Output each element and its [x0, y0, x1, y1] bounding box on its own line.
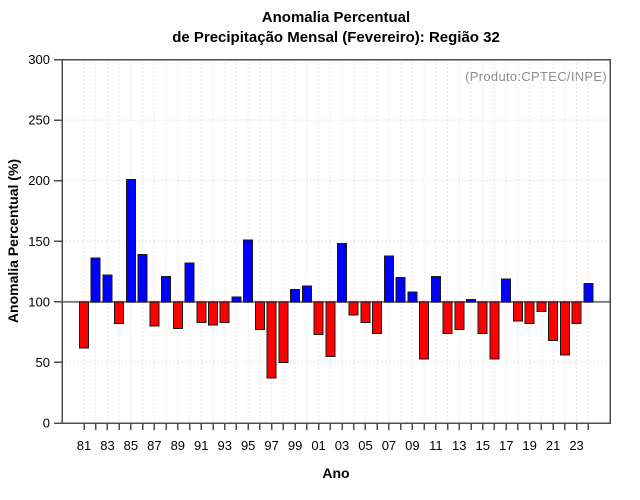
bar-07 [383, 255, 394, 303]
bar-99 [290, 289, 301, 303]
y-tick-label: 150 [28, 234, 50, 249]
plot-box [61, 58, 611, 424]
bar-18 [512, 301, 523, 322]
x-tick-label: 03 [335, 438, 349, 453]
bar-91 [196, 301, 207, 323]
bar-95 [243, 239, 254, 303]
chart-title-line-1: Anomalia Percentual [261, 9, 411, 26]
bar-06 [372, 301, 383, 334]
chart-title-line-2: de Precipitação Mensal (Fevereiro): Regi… [172, 29, 500, 46]
x-tick-label: 15 [476, 438, 490, 453]
bar-92 [208, 301, 219, 326]
bar-84 [114, 301, 125, 325]
bar-98 [278, 301, 289, 363]
bar-87 [149, 301, 160, 327]
bar-02 [325, 301, 336, 357]
x-tick-label: 97 [264, 438, 278, 453]
bar-00 [301, 285, 312, 303]
x-tick-label: 83 [100, 438, 114, 453]
x-tick-label: 89 [171, 438, 185, 453]
x-tick-label: 95 [241, 438, 255, 453]
y-tick-label: 300 [28, 52, 50, 67]
x-tick-label: 21 [546, 438, 560, 453]
bar-93 [219, 301, 230, 323]
bar-94 [231, 296, 242, 303]
bar-90 [184, 262, 195, 303]
bar-04 [348, 301, 359, 316]
bar-86 [137, 254, 148, 303]
x-tick-label: 23 [569, 438, 583, 453]
x-tick-label: 81 [77, 438, 91, 453]
bar-10 [419, 301, 430, 360]
bar-97 [266, 301, 277, 379]
bar-82 [90, 257, 101, 303]
bar-13 [454, 301, 465, 331]
bar-14 [466, 298, 477, 303]
bar-08 [395, 277, 406, 303]
x-tick-label: 91 [194, 438, 208, 453]
bar-01 [313, 301, 324, 336]
bar-17 [501, 278, 512, 303]
product-annotation: (Produto:CPTEC/INPE) [465, 69, 607, 84]
x-tick-label: 17 [499, 438, 513, 453]
y-tick-label: 250 [28, 113, 50, 128]
y-tick-label: 100 [28, 294, 50, 309]
bar-20 [536, 301, 547, 313]
bar-81 [79, 301, 89, 349]
y-tick-label: 50 [36, 355, 50, 370]
bar-85 [125, 178, 136, 303]
bar-21 [548, 301, 559, 342]
bar-19 [524, 301, 535, 325]
x-tick-label: 19 [522, 438, 536, 453]
bar-05 [360, 301, 371, 323]
bar-11 [430, 275, 441, 303]
x-tick-label: 11 [429, 438, 443, 453]
bar-12 [442, 301, 453, 334]
x-tick-label: 93 [218, 438, 232, 453]
bar-23 [571, 301, 582, 325]
bar-22 [559, 301, 570, 356]
x-tick-label: 07 [382, 438, 396, 453]
x-tick-label: 05 [358, 438, 372, 453]
x-tick-label: 09 [405, 438, 419, 453]
bar-09 [407, 291, 418, 303]
bar-15 [477, 301, 488, 334]
x-tick-label: 87 [147, 438, 161, 453]
y-tick-label: 0 [43, 416, 50, 431]
x-tick-label: 01 [311, 438, 325, 453]
bar-89 [172, 301, 183, 329]
bar-03 [337, 243, 348, 303]
bar-16 [489, 301, 500, 360]
bar-24 [583, 283, 594, 303]
chart-title: Anomalia Percentual de Precipitação Mens… [32, 8, 640, 48]
bar-88 [161, 275, 172, 303]
bar-83 [102, 274, 113, 303]
x-axis-title: Ano [322, 465, 350, 481]
x-tick-label: 99 [288, 438, 302, 453]
bar-96 [254, 301, 265, 331]
x-tick-label: 13 [452, 438, 466, 453]
y-tick-label: 200 [28, 173, 50, 188]
x-tick-label: 85 [124, 438, 138, 453]
